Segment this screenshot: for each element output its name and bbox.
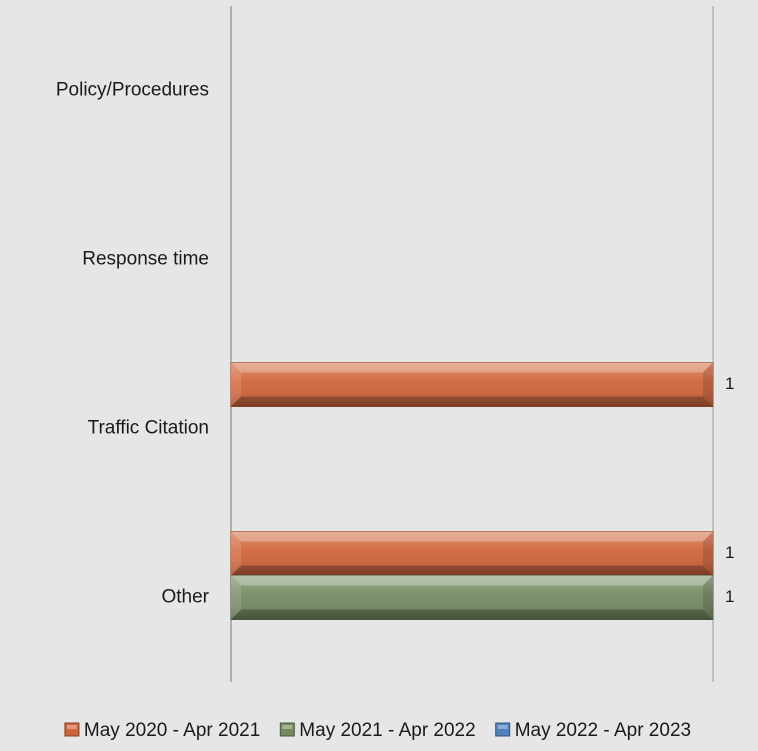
legend: May 2020 - Apr 2021 May 2021 - Apr 2022 Ma…	[64, 720, 691, 741]
legend-item-may-2022-apr-2023: May 2022 - Apr 2023	[495, 720, 691, 741]
data-label-other-may-2020-apr-2021: 1	[725, 543, 734, 562]
legend-label-may-2021-apr-2022: May 2021 - Apr 2022	[299, 720, 475, 741]
bar-traffic-citation-may-2020-apr-2021	[230, 362, 714, 407]
bars	[230, 362, 714, 620]
category-label-policy-procedures: Policy/Procedures	[56, 80, 209, 101]
legend-label-may-2022-apr-2023: May 2022 - Apr 2023	[515, 720, 691, 741]
legend-swatch-may-2021-apr-2022	[279, 722, 295, 737]
data-label-traffic-citation-may-2020-apr-2021: 1	[725, 374, 734, 393]
category-label-response-time: Response time	[82, 249, 209, 270]
legend-item-may-2021-apr-2022: May 2021 - Apr 2022	[279, 720, 476, 741]
legend-label-may-2020-apr-2021: May 2020 - Apr 2021	[84, 720, 260, 741]
category-labels: Policy/Procedures Response time Traffic Ci…	[56, 80, 210, 608]
data-label-other-may-2021-apr-2022: 1	[725, 587, 734, 606]
bar-other-may-2020-apr-2021	[230, 531, 714, 576]
bar-other-may-2021-apr-2022	[230, 575, 714, 620]
category-label-traffic-citation: Traffic Citation	[88, 418, 209, 439]
legend-swatch-may-2022-apr-2023	[495, 722, 511, 737]
legend-item-may-2020-apr-2021: May 2020 - Apr 2021	[64, 720, 260, 741]
data-labels: 1 1 1	[725, 374, 734, 606]
category-label-other: Other	[161, 587, 209, 608]
legend-swatch-may-2020-apr-2021	[64, 722, 80, 737]
